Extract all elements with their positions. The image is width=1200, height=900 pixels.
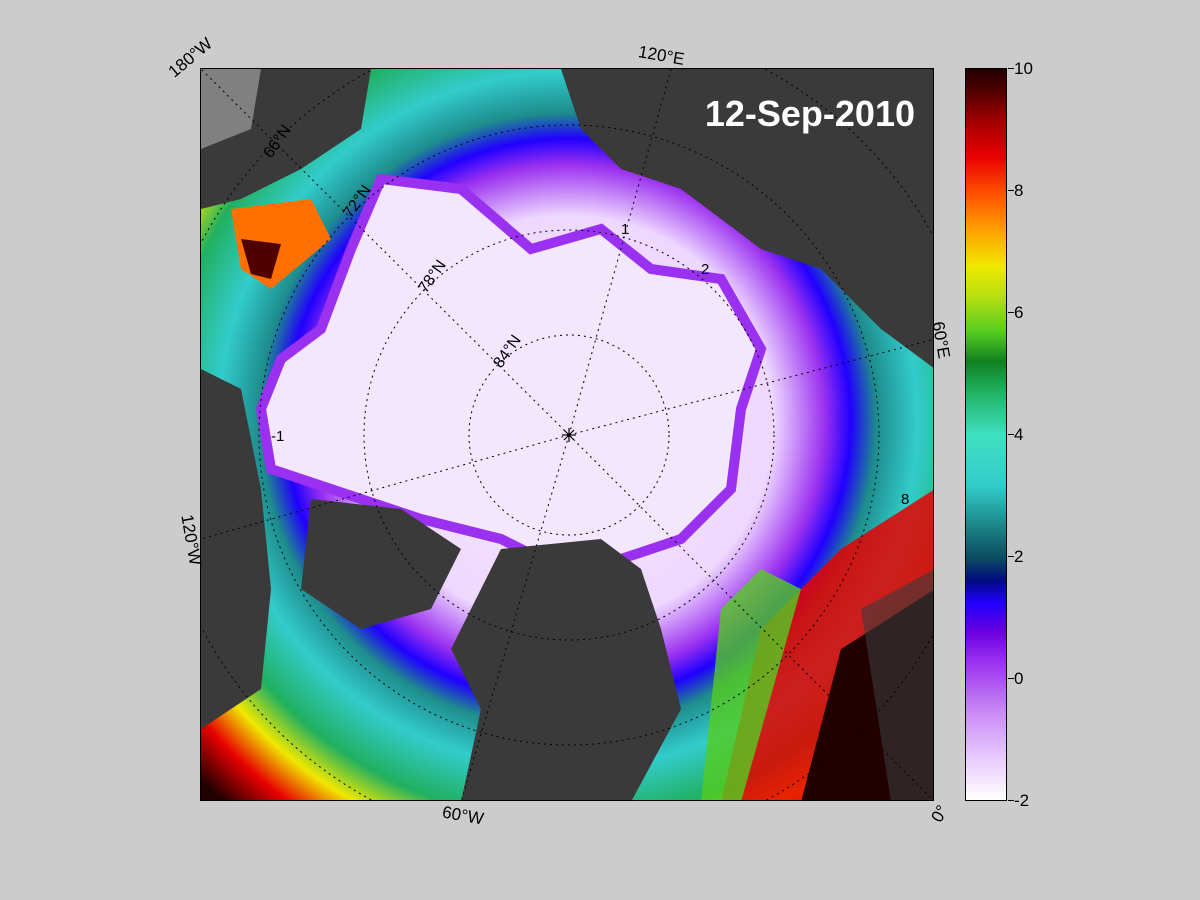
pacific-hot-patch xyxy=(241,239,281,279)
colorbar-tick-label: 6 xyxy=(1014,303,1024,322)
longitude-label-0: 0° xyxy=(927,801,952,826)
siberia-landmass xyxy=(561,69,933,368)
colorbar-tick xyxy=(1008,556,1014,557)
north-pole-marker xyxy=(562,428,576,442)
longitude-label-60w: 60°W xyxy=(440,802,486,829)
colorbar-tick xyxy=(1008,800,1014,801)
colorbar-tick xyxy=(1008,312,1014,313)
longitude-label-120e: 120°E xyxy=(636,42,686,69)
colorbar-tick xyxy=(1008,678,1014,679)
north-america-landmass xyxy=(201,369,271,729)
date-label: 12-Sep-2010 xyxy=(704,93,915,134)
canadian-archipelago-landmass xyxy=(301,499,461,629)
contour-label: 1 xyxy=(621,221,629,238)
colorbar-tick xyxy=(1008,434,1014,435)
greenland-landmass xyxy=(451,539,681,800)
contour-label: 8 xyxy=(901,491,909,508)
colorbar-tick-label: -2 xyxy=(1014,791,1030,810)
green-water-region xyxy=(701,569,801,800)
colorbar-tick xyxy=(1008,190,1014,191)
colorbar-tick-label: 0 xyxy=(1014,669,1024,688)
sea-ice-temperature-map: 2 1 -1 8 66°N 72°N 78°N 84°N 12-Sep-2010 xyxy=(200,68,934,801)
graticule xyxy=(201,69,933,800)
colorbar-tick xyxy=(1008,68,1014,69)
scandinavia-landmass xyxy=(861,570,933,800)
colorbar-tick-label: 10 xyxy=(1014,59,1033,78)
contour-label: -1 xyxy=(271,428,284,445)
colorbar-tick-label: 8 xyxy=(1014,181,1024,200)
contour-label: 2 xyxy=(701,261,709,278)
colorbar-tick-label: 4 xyxy=(1014,425,1024,444)
colorbar xyxy=(965,68,1007,801)
alaska-highlight xyxy=(201,69,261,149)
map-canvas: 2 1 -1 8 66°N 72°N 78°N 84°N xyxy=(201,69,933,800)
colorbar-tick-label: 2 xyxy=(1014,547,1024,566)
